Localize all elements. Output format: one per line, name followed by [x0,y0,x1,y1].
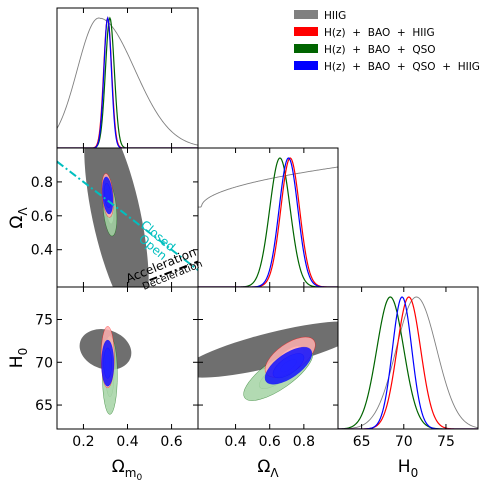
contour-hz_bao_qso_hiig-om_h0-level-1 [101,339,115,387]
legend-swatch-hiig [294,10,318,19]
curve-hz_bao_hiig-om [57,16,198,148]
legend-swatch-hz-bao-hiig [294,27,318,36]
legend-label-hiig: HIIG [324,10,346,22]
panel-h0-1d [338,296,478,429]
panel-om-ol [57,148,198,287]
xtick-label-om: 0.2 [72,434,94,450]
curve-hiig-om [57,17,198,146]
axis-label-om: Ωm0 [112,457,143,483]
contour-hz_bao_qso_hiig-ol_h0-level-1 [264,346,313,385]
ytick-label-h0: 65 [35,398,53,414]
curves-h0 [338,296,478,429]
curve-hz_bao_qso-ol [198,157,338,287]
frame-om-1d [56,7,199,149]
xtick-label-ol: 0.4 [224,434,246,450]
ytick-label-ol: 0.8 [31,175,53,191]
xtick-label-om: 0.6 [160,434,182,450]
curve-hz_bao_qso_hiig-h0 [338,296,478,429]
curve-hz_bao_qso-h0 [338,296,478,429]
ytick-label-ol: 0.4 [31,243,53,259]
contour-hz_bao_qso_hiig-om_ol-level-1 [102,176,114,215]
panel-om-h0 [79,326,132,415]
xtick-label-h0: 75 [437,434,455,450]
legend-swatch-hz-bao-qso-hiig [294,61,318,70]
axis-label-h0: H0 [7,348,30,368]
panel-ol-1d [198,157,338,287]
frame-ol-h0 [197,286,339,430]
legend: HIIG H(z) + BAO + HIIG H(z) + BAO + QSO … [294,10,480,73]
axis-label-ol: ΩΛ [7,207,30,229]
contours-om-h0 [79,326,132,415]
panel-om-1d [57,16,198,148]
axis-label-ol: ΩΛ [257,457,279,480]
contours-om-ol [84,148,149,287]
curve-hz_bao_qso_hiig-ol [198,157,338,287]
overlay-line-0 [57,160,198,271]
curve-hz_bao_hiig-ol [198,157,338,287]
curves-ol [198,157,338,287]
panel-ol-h0 [198,321,338,401]
contours-ol-h0 [198,321,338,401]
curve-hz_bao_qso_hiig-om [57,16,198,148]
axes: 0.2 0.4 0.6 0.4 0.6 0.8 65 70 75 0.4 0.6 0.8 65 70 75 Ω… [7,7,479,483]
xtick-label-ol: 0.8 [293,434,315,450]
xtick-label-om: 0.4 [116,434,138,450]
curves-om [57,16,198,148]
xtick-label-h0: 70 [395,434,413,450]
ytick-label-h0: 70 [35,355,53,371]
legend-label-hz-bao-hiig: H(z) + BAO + HIIG [324,27,435,39]
curve-hiig-ol [198,166,338,208]
overlays-om-ol [57,160,198,282]
overlay-line-1 [149,260,198,282]
legend-label-hz-bao-qso: H(z) + BAO + QSO [324,44,436,56]
legend-label-hz-bao-qso-hiig: H(z) + BAO + QSO + HIIG [324,61,480,73]
xtick-label-ol: 0.6 [259,434,281,450]
ytick-label-ol: 0.6 [31,209,53,225]
xtick-label-h0: 65 [353,434,371,450]
contour-hiig-ol_h0-level-1 [198,321,338,378]
curve-hz_bao_qso-om [57,16,198,148]
legend-swatch-hz-bao-qso [294,44,318,53]
ytick-label-h0: 75 [35,313,53,329]
axis-label-h0: H0 [398,457,418,480]
